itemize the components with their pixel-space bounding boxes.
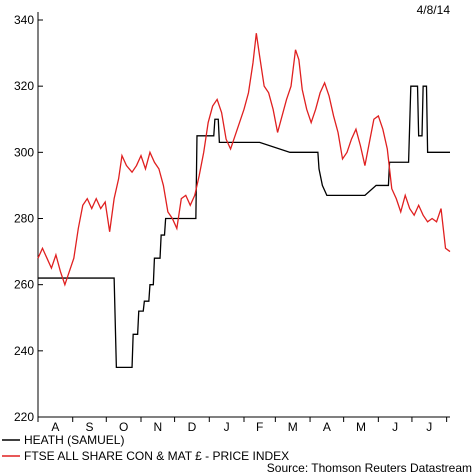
y-tick-label: 260 — [14, 278, 34, 292]
x-tick-label: A — [323, 420, 331, 434]
date-label: 4/8/14 — [417, 3, 451, 17]
legend-label-ftse: FTSE ALL SHARE CON & MAT £ - PRICE INDEX — [24, 449, 289, 463]
y-tick-label: 320 — [14, 79, 34, 93]
y-tick-label: 340 — [14, 13, 34, 27]
series-line-ftse — [37, 33, 451, 287]
y-tick-label: 240 — [14, 344, 34, 358]
series-line-heath — [38, 85, 450, 369]
x-tick-label: J — [426, 420, 432, 434]
x-tick-label: F — [256, 420, 263, 434]
x-tick-label: N — [153, 420, 162, 434]
x-tick-label: D — [188, 420, 197, 434]
x-tick-label: J — [224, 420, 230, 434]
x-tick-label: A — [51, 420, 59, 434]
x-tick-label: S — [85, 420, 93, 434]
source-note: Source: Thomson Reuters Datastream — [267, 461, 472, 475]
y-tick-label: 220 — [14, 410, 34, 424]
x-tick-label: O — [119, 420, 128, 434]
x-tick-label: M — [288, 420, 298, 434]
series-group — [37, 33, 451, 369]
legend: HEATH (SAMUEL) FTSE ALL SHARE CON & MAT … — [2, 433, 289, 463]
y-tick-label: 300 — [14, 145, 34, 159]
y-tick-label: 280 — [14, 212, 34, 226]
x-tick-label: M — [356, 420, 366, 434]
y-axis: 220 240 260 280 300 320 340 — [14, 12, 43, 424]
legend-label-heath: HEATH (SAMUEL) — [24, 433, 124, 447]
x-tick-label: J — [392, 420, 398, 434]
